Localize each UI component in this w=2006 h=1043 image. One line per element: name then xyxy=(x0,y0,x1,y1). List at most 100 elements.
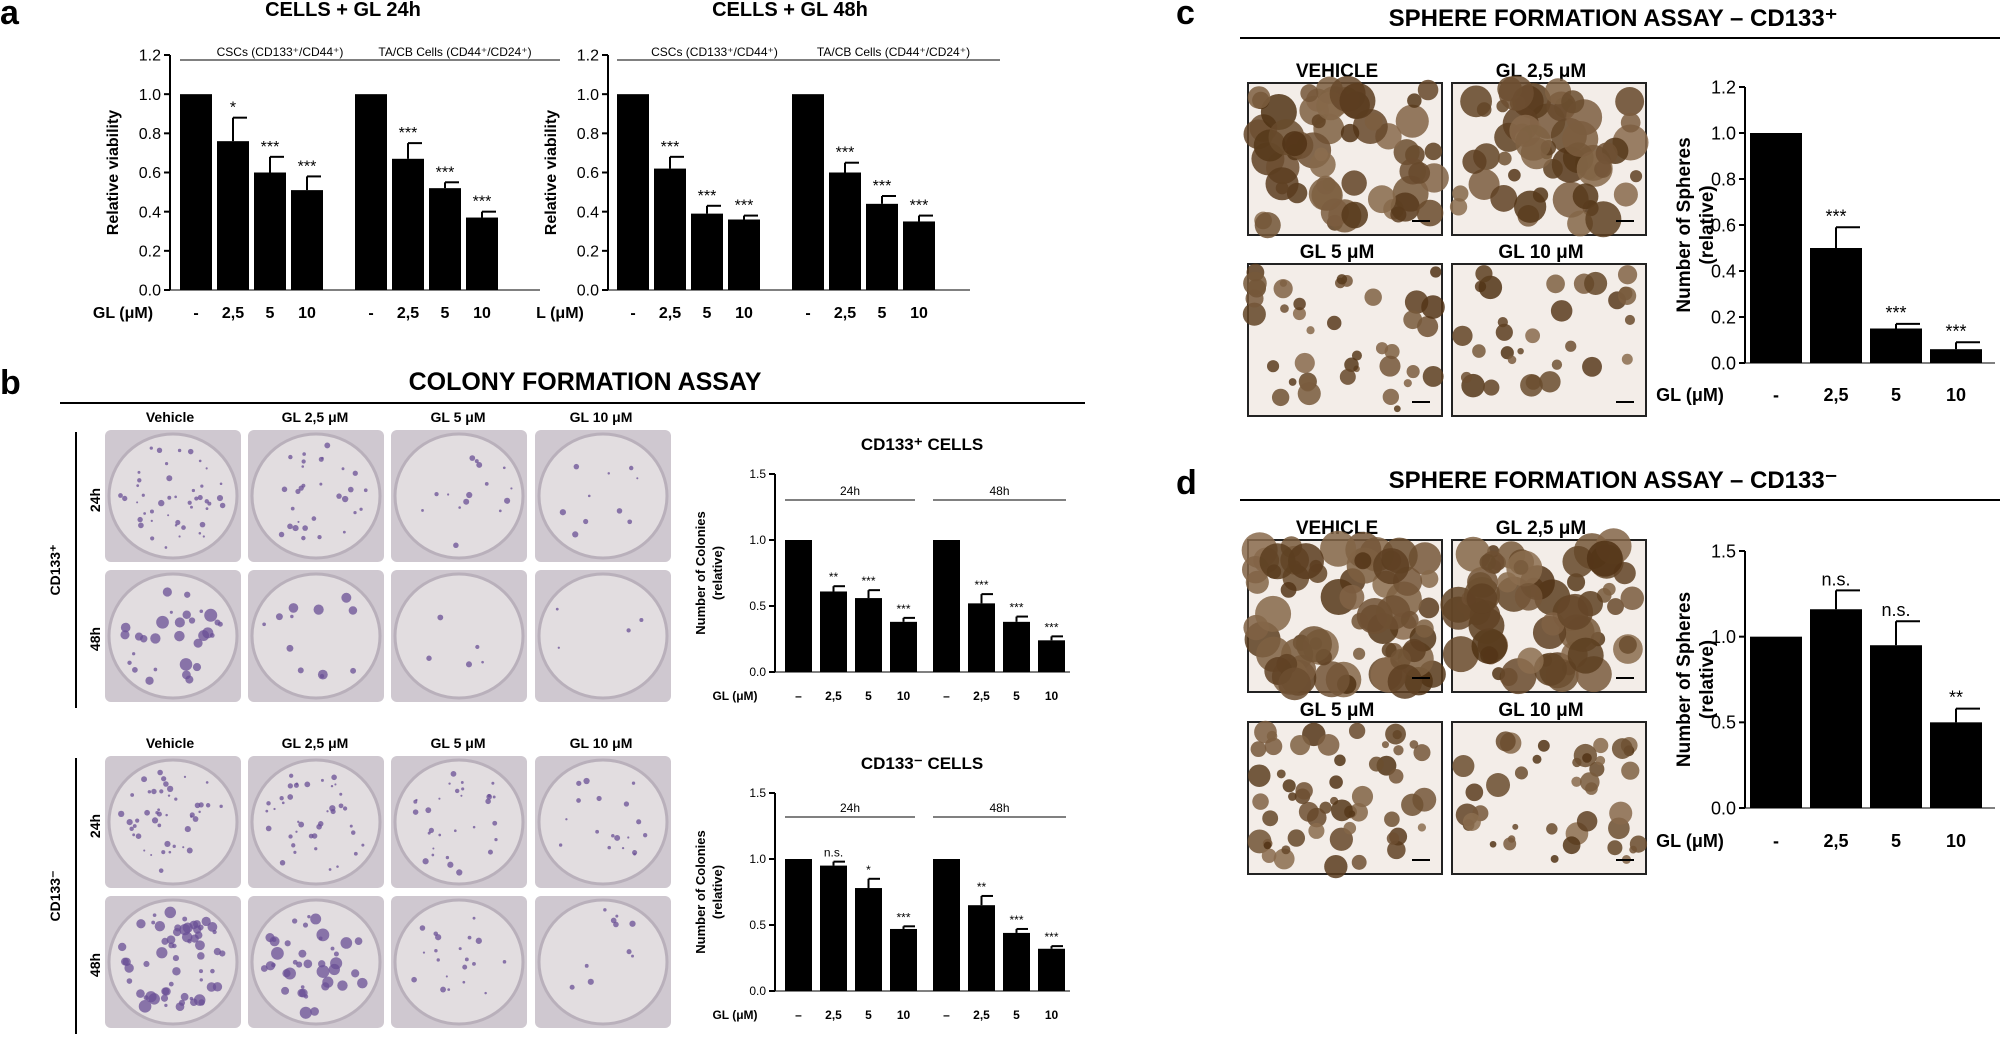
bar xyxy=(785,540,812,672)
significance-label: *** xyxy=(873,178,892,195)
sphere-blob xyxy=(1407,93,1422,108)
colony-dot xyxy=(472,961,476,966)
sphere-blob xyxy=(1273,279,1293,299)
colony-dot xyxy=(492,795,496,799)
group-label-cd133pos: CD133⁺ xyxy=(47,545,63,596)
colony-dot xyxy=(555,607,559,611)
bar-chart: 0.0 0.2 0.4 0.6 0.8 1.0 1.2 Number of Spheres (r… xyxy=(1656,77,1995,405)
bar xyxy=(829,172,861,290)
colony-dot xyxy=(502,960,507,964)
colony-dot xyxy=(465,661,473,668)
bar xyxy=(617,94,649,291)
dish-well xyxy=(250,758,382,886)
sphere-blob xyxy=(1497,151,1512,166)
significance-label: n.s. xyxy=(824,846,843,860)
sphere-blob xyxy=(1343,821,1357,835)
sphere-blob xyxy=(1320,530,1357,567)
panel-c-title: SPHERE FORMATION ASSAY – CD133⁺ xyxy=(1389,5,1838,32)
colony-dot xyxy=(311,516,317,521)
sphere-blob xyxy=(1349,802,1368,822)
significance-label: *** xyxy=(473,194,492,211)
colony-dot xyxy=(445,975,448,978)
sphere-blob xyxy=(1341,201,1369,229)
colony-dot xyxy=(318,821,324,827)
colony-dot xyxy=(193,638,203,648)
colony-dot xyxy=(145,991,157,1003)
colony-dot xyxy=(219,950,226,957)
dose-axis-label: GL (μM) xyxy=(1656,831,1724,851)
colony-dot xyxy=(476,461,483,468)
micrograph xyxy=(1247,720,1443,879)
sphere-blob xyxy=(1621,353,1633,365)
colony-dot xyxy=(475,937,482,944)
dish-well xyxy=(393,432,525,560)
colony-dot xyxy=(329,805,336,812)
colony-dot xyxy=(286,644,294,652)
y-tick-label: 1.2 xyxy=(139,48,161,65)
sphere-blob xyxy=(1480,646,1498,665)
sphere-label-gl10: GL 10 μM xyxy=(1498,242,1583,263)
y-axis-label: (relative) xyxy=(710,865,725,919)
sphere-blob xyxy=(1293,297,1306,311)
colony-dot xyxy=(118,810,125,818)
colony-dot xyxy=(287,523,293,530)
colony-dot xyxy=(127,660,132,665)
sphere-label-gl5: GL 5 μM xyxy=(1300,242,1375,263)
bar xyxy=(1810,609,1862,808)
colony-dot xyxy=(137,516,143,523)
sphere-blob xyxy=(1462,149,1487,174)
bar xyxy=(1930,722,1982,808)
colony-dot xyxy=(197,952,205,960)
colony-dot xyxy=(164,462,169,466)
colony-dot xyxy=(292,959,298,965)
colony-dot xyxy=(168,850,172,854)
x-tick-label: 5 xyxy=(1891,831,1901,851)
significance-label: *** xyxy=(1044,620,1058,634)
group-label: CSCs (CD133⁺/CD44⁺) xyxy=(651,45,778,59)
bar xyxy=(355,94,387,291)
colony-dot xyxy=(445,855,450,860)
bar xyxy=(217,141,249,290)
colony-dot xyxy=(631,781,636,785)
sphere-blob xyxy=(1572,183,1599,210)
colony-dot xyxy=(169,610,173,614)
colony-dot xyxy=(464,957,469,962)
colony-dot xyxy=(143,849,146,852)
bar xyxy=(180,94,212,291)
colony-dot xyxy=(210,968,215,974)
colony-dot xyxy=(316,965,330,978)
colony-dot xyxy=(576,780,582,786)
panel-letter-a: a xyxy=(0,0,20,32)
sphere-blob xyxy=(1299,375,1316,392)
sphere-blob xyxy=(1562,836,1581,855)
colony-dot xyxy=(204,608,218,622)
sphere-blob xyxy=(1267,360,1280,373)
significance-label: ** xyxy=(829,570,839,584)
colony-dot xyxy=(202,627,214,639)
x-tick-label: 2,5 xyxy=(1823,385,1848,405)
colony-dot xyxy=(138,522,144,529)
group-label: 24h xyxy=(840,484,860,498)
significance-label: *** xyxy=(661,139,680,156)
colony-dot xyxy=(302,922,309,928)
colony-dot xyxy=(198,999,205,1006)
sphere-blob xyxy=(1607,598,1624,616)
colony-dot xyxy=(352,470,358,476)
y-tick-label: 0.8 xyxy=(577,126,599,143)
bar xyxy=(1930,349,1982,363)
colony-dot xyxy=(165,813,168,817)
sphere-label-gl10: GL 10 μM xyxy=(1498,700,1583,721)
col-header-gl10: GL 10 μM xyxy=(570,735,633,751)
y-tick-label: 0.5 xyxy=(749,599,766,613)
colony-dot xyxy=(453,542,459,549)
bar xyxy=(691,213,723,290)
colony-dot xyxy=(150,633,161,644)
colony-dot xyxy=(317,534,322,540)
row-label-24h: 24h xyxy=(87,814,103,838)
bar xyxy=(1003,621,1030,672)
colony-dot xyxy=(626,628,631,633)
colony-dot xyxy=(168,981,174,987)
bar xyxy=(866,203,898,290)
sphere-blob xyxy=(1281,845,1291,855)
colony-dot xyxy=(318,456,324,462)
